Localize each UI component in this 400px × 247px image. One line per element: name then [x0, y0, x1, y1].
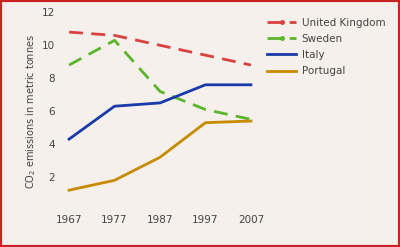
Y-axis label: CO$_2$ emissions in metric tonnes: CO$_2$ emissions in metric tonnes — [24, 34, 38, 189]
Legend: United Kingdom, Sweden, Italy, Portugal: United Kingdom, Sweden, Italy, Portugal — [267, 18, 385, 76]
